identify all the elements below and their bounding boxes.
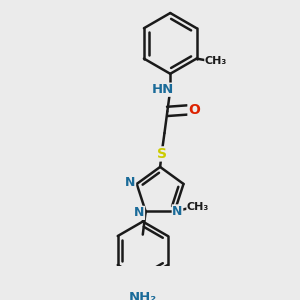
Text: N: N bbox=[134, 206, 145, 219]
Text: O: O bbox=[188, 103, 200, 117]
Text: HN: HN bbox=[152, 83, 174, 96]
Text: NH₂: NH₂ bbox=[129, 291, 157, 300]
Text: S: S bbox=[157, 147, 166, 161]
Text: N: N bbox=[125, 176, 136, 189]
Text: N: N bbox=[172, 205, 183, 218]
Text: CH₃: CH₃ bbox=[205, 56, 227, 67]
Text: CH₃: CH₃ bbox=[187, 202, 209, 212]
